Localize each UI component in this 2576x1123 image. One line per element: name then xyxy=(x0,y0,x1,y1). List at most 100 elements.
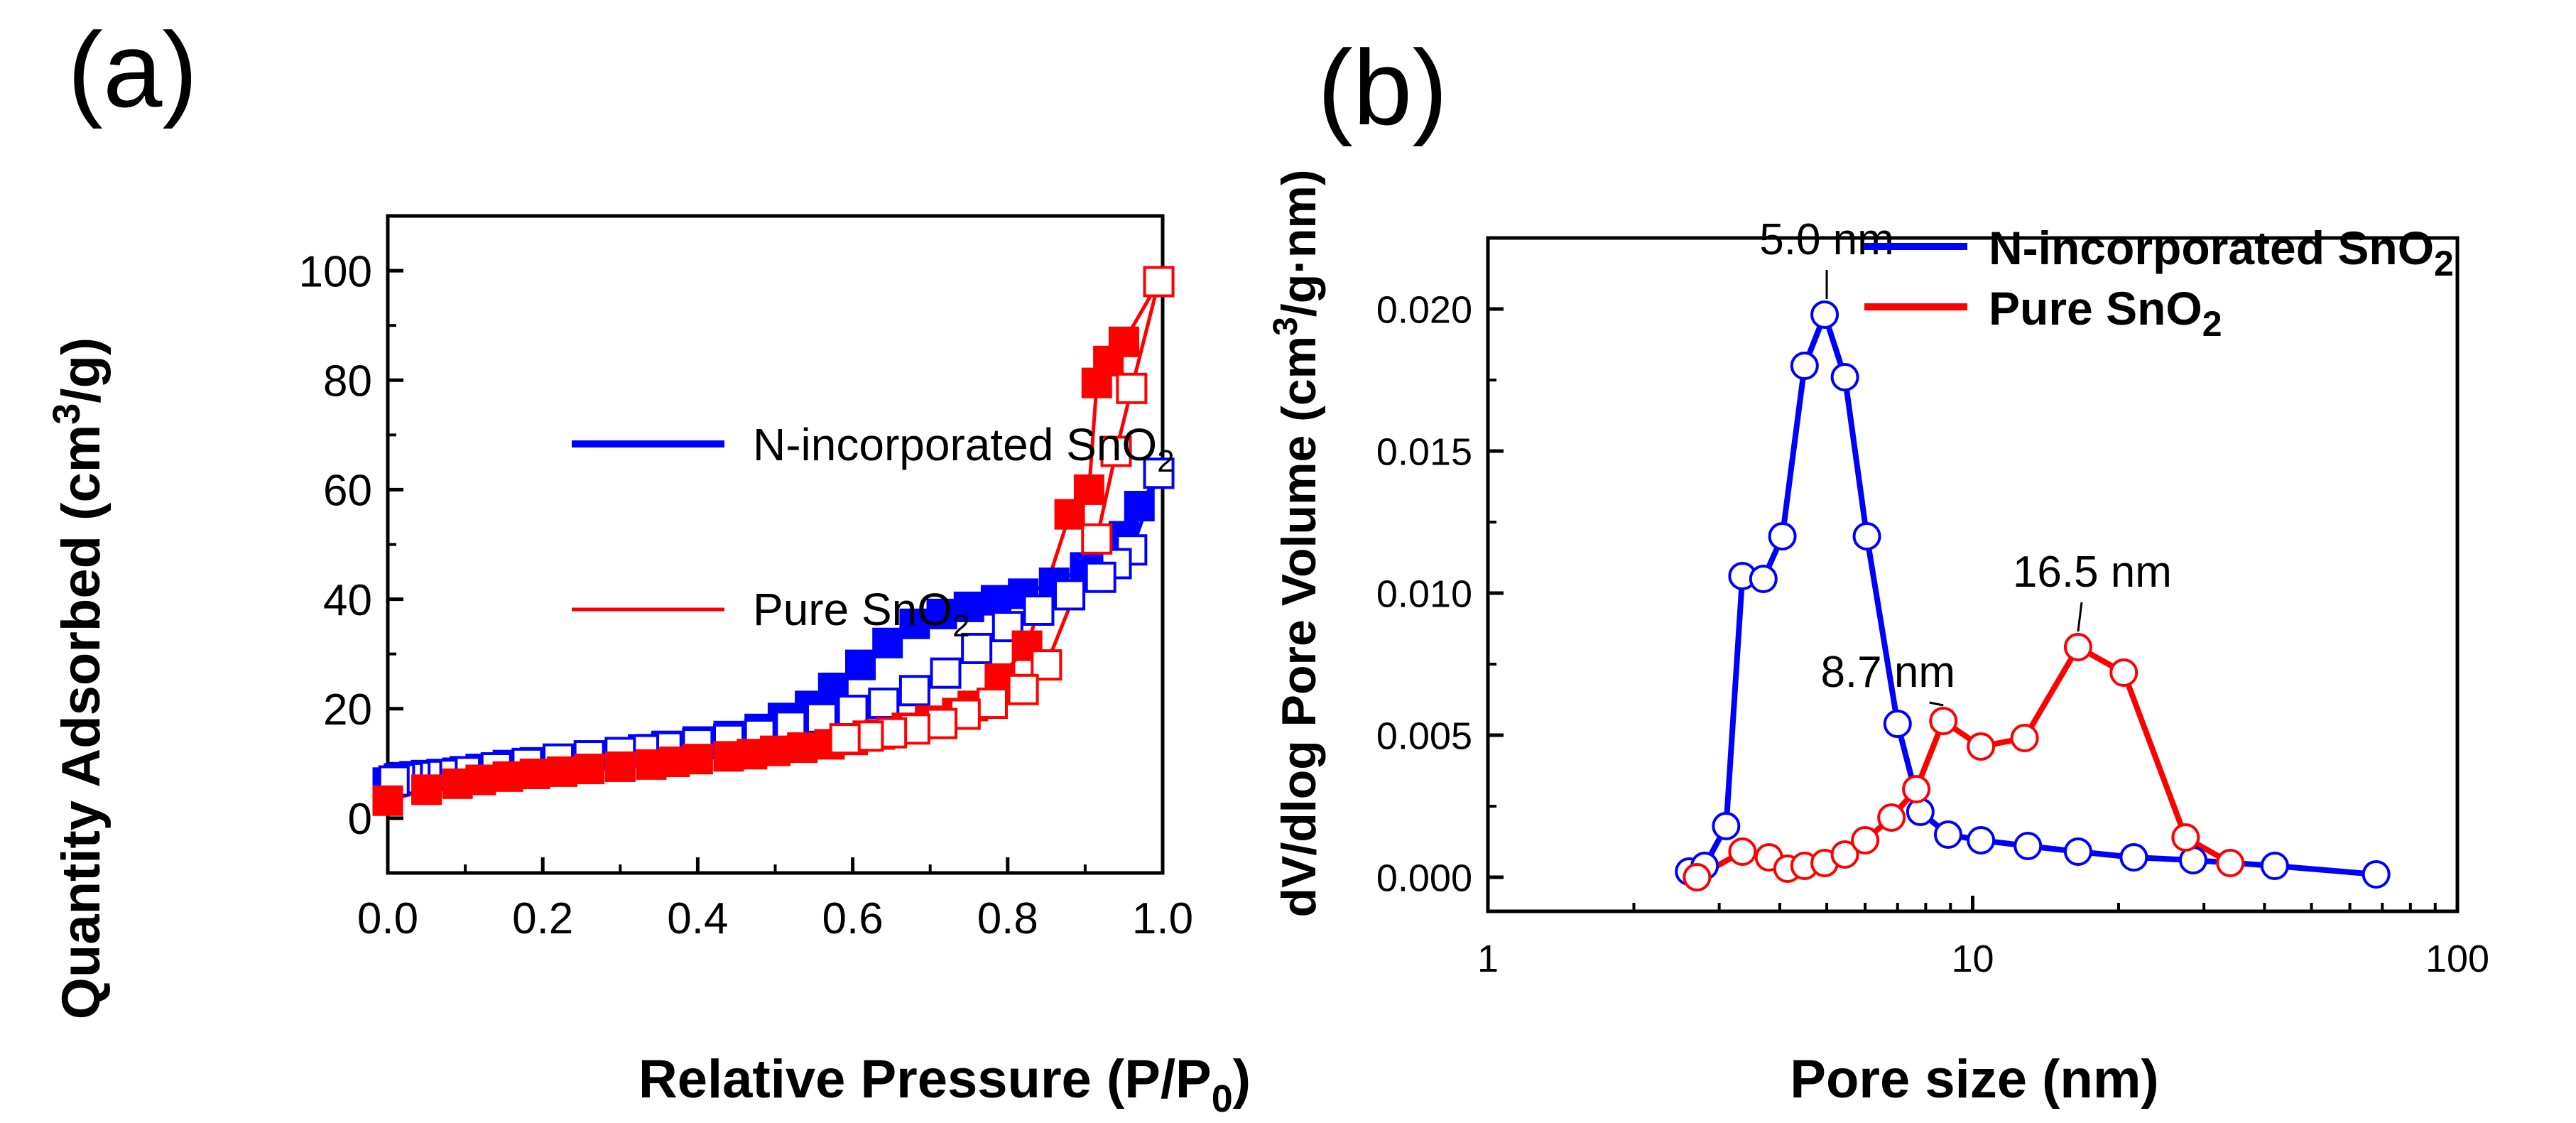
panel-a-point xyxy=(899,608,930,639)
panel-a-legend: N-incorporated SnO2 Pure SnO2 xyxy=(572,419,1175,644)
panel-a-y-tick-label: 40 xyxy=(323,576,372,625)
legend-a-label-n: N-incorporated SnO2 xyxy=(753,419,1175,479)
panel-a-point xyxy=(1054,579,1086,611)
panel-b-point xyxy=(1967,826,1996,855)
panel-b-point xyxy=(2063,837,2092,866)
panel-a-point xyxy=(1124,491,1155,522)
panel-b-y-tick-label: 0.015 xyxy=(1376,430,1472,473)
panel-b-x-tick-label: 1 xyxy=(1477,938,1499,980)
panel-a-point xyxy=(1085,561,1116,593)
panel-b-point xyxy=(2109,658,2138,687)
panel-b-point xyxy=(1902,775,1931,803)
panel-a-point xyxy=(411,774,442,805)
panel-a-point xyxy=(1073,474,1104,505)
panel-a-point xyxy=(980,585,1011,616)
panel-b-y-tick-label: 0.000 xyxy=(1376,857,1472,899)
panel-b-y-tick-label: 0.020 xyxy=(1376,288,1472,331)
panel-a-point xyxy=(787,732,818,763)
panel-b-point xyxy=(2216,849,2245,877)
panel-b-point xyxy=(1810,300,1839,329)
panel-b-label: (b) xyxy=(1317,28,1447,147)
panel-a-point xyxy=(845,649,876,680)
panel-b-legend: N-incorporated SnO2 Pure SnO2 xyxy=(1864,222,2454,344)
panel-b-point xyxy=(1852,522,1881,550)
panel-b-annotation-label: 16.5 nm xyxy=(2013,548,2172,597)
panel-a-point xyxy=(604,751,636,782)
panel-b-point xyxy=(2013,832,2043,860)
panel-b-point xyxy=(1877,803,1906,832)
panel-b-point xyxy=(1830,840,1859,869)
panel-b-point xyxy=(1712,812,1741,840)
panel-a-point xyxy=(1007,673,1039,705)
panel-a-x-ticks: 0.0 0.2 0.4 0.6 0.8 1.0 xyxy=(357,857,1193,943)
panel-b-point xyxy=(1830,363,1859,391)
panel-b-point xyxy=(2362,860,2391,889)
panel-a-point xyxy=(872,627,903,658)
panel-b-point xyxy=(1728,837,1757,866)
panel-a-point xyxy=(546,756,577,787)
panel-a-point xyxy=(898,675,930,707)
panel-a-x-tick-label: 0.6 xyxy=(822,894,883,943)
panel-b-annotations: 5.0 nm 8.7 nm 16.5 nm xyxy=(1759,215,2172,707)
panel-b-x-tick-label: 10 xyxy=(1951,938,1994,980)
panel-b-x-axis-title: Pore size (nm) xyxy=(1790,1049,2158,1110)
panel-a-point xyxy=(372,785,403,816)
panel-b-point xyxy=(2119,843,2148,872)
panel-a-label: (a) xyxy=(67,10,197,129)
panel-a-point xyxy=(760,735,790,766)
panel-b-y-ticks: 0.000 0.005 0.010 0.015 0.020 xyxy=(1376,288,1504,899)
panel-a-point xyxy=(1108,326,1139,357)
panel-a-x-axis-title: Relative Pressure (P/P0) xyxy=(638,1049,1251,1120)
panel-a-point xyxy=(519,758,550,789)
panel-a-point xyxy=(1023,595,1055,626)
panel-a-y-tick-label: 80 xyxy=(323,357,372,406)
panel-b-point xyxy=(1749,565,1778,593)
panel-b-point xyxy=(1790,352,1819,380)
panel-b-point xyxy=(1768,522,1797,550)
panel-a-y-tick-label: 100 xyxy=(299,247,372,296)
panel-a-point xyxy=(1143,266,1175,298)
panel-b-point xyxy=(1967,732,1996,761)
panel-a-x-tick-label: 0.4 xyxy=(667,894,728,943)
panel-a-point xyxy=(961,632,993,664)
panel-a-point xyxy=(1116,372,1148,404)
panel-b-y-tick-label: 0.005 xyxy=(1376,715,1472,757)
panel-b-x-ticks: 1 10 100 xyxy=(1477,896,2489,980)
panel-a-y-tick-label: 20 xyxy=(323,685,372,734)
panel-b-point xyxy=(2260,852,2289,880)
panel-b-y-axis-title: dV/dlog Pore Volume (cm3/g·nm) xyxy=(1267,169,1326,917)
panel-b-point xyxy=(1851,826,1880,855)
panel-a-point xyxy=(930,657,962,689)
panel-a-point xyxy=(829,723,861,755)
panel-b-point xyxy=(2171,823,2200,852)
panel-b-point xyxy=(1683,863,1712,891)
panel-a-point xyxy=(1081,523,1113,555)
panel-b-point xyxy=(2010,724,2039,752)
panel-a-y-tick-label: 0 xyxy=(348,795,372,844)
panel-b-point xyxy=(1929,707,1958,735)
panel-b-annotation-leader xyxy=(2077,602,2083,632)
panel-b-annotation-label: 5.0 nm xyxy=(1759,215,1894,264)
panel-a-point xyxy=(976,688,1008,720)
panel-a-x-tick-label: 0.8 xyxy=(977,894,1038,943)
panel-b-x-tick-label: 100 xyxy=(2425,938,2489,980)
panel-a-point xyxy=(682,744,713,775)
panel-b-point xyxy=(1883,710,1912,738)
panel-a-point xyxy=(837,695,869,727)
panel-a-point xyxy=(574,754,605,785)
panel-b-point xyxy=(1933,820,1962,849)
panel-a: (a) 0.0 0.2 0.4 0.6 0.8 1.0 0 20 40 60 80 100 N-in… xyxy=(45,10,1251,1120)
panel-a-point xyxy=(926,707,958,739)
panel-a-point xyxy=(492,761,523,792)
panel-a-y-ticks: 0 20 40 60 80 100 xyxy=(299,215,403,874)
legend-b-label-pure: Pure SnO2 xyxy=(1989,282,2222,344)
panel-a-y-axis-title: Quantity Adsorbed (cm3/g) xyxy=(45,337,112,1019)
panel-a-point xyxy=(1143,457,1175,489)
panel-b: (b) 1 10 100 0.000 0.005 0.010 0.015 0.020 5.0… xyxy=(1267,28,2489,1110)
panel-b-series xyxy=(1675,300,2391,891)
panel-b-annotation-leader xyxy=(1929,701,1944,707)
panel-b-y-tick-label: 0.010 xyxy=(1376,573,1472,615)
legend-b-label-n: N-incorporated SnO2 xyxy=(1989,222,2454,283)
